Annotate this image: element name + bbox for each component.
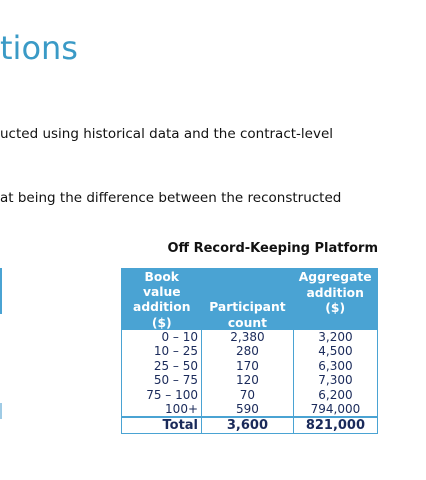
header-aggregate-addition-line-2: addition <box>306 285 364 300</box>
row-amount: 3,200 <box>318 330 353 344</box>
data-table: Book value addition ($) Participant coun… <box>121 268 378 435</box>
row-amount: 794,000 <box>293 402 378 418</box>
body-paragraph-2: at being the difference between the reco… <box>0 190 342 206</box>
row-amount: 7,300 <box>318 373 353 388</box>
header-participant-count: Participant count <box>201 268 294 330</box>
header-participant-count-line-2: count <box>227 315 267 330</box>
row-amount: 4,500 <box>318 344 353 359</box>
adjacent-table-edge-top <box>0 268 2 314</box>
table-row: 50 – 75 120 7,300 <box>121 373 378 388</box>
table-row: 75 – 100 70 6,200 <box>121 387 378 403</box>
table-body: 0 – 10 2,380 3,200 10 – 25 280 4,500 25 … <box>121 330 378 434</box>
total-count: 3,600 <box>201 416 294 434</box>
section-heading: tions <box>0 29 78 67</box>
adjacent-table-edge-bottom <box>0 403 2 419</box>
header-book-value-line-3: ($) <box>151 315 172 330</box>
header-book-value: Book value addition ($) <box>121 268 202 330</box>
table-header: Book value addition ($) Participant coun… <box>121 268 378 330</box>
header-aggregate-addition-line-1: Aggregate <box>298 270 372 284</box>
row-count: 170 <box>201 358 294 374</box>
total-amount: 821,000 <box>293 416 378 434</box>
row-range: 50 – 75 <box>121 373 203 388</box>
row-count: 120 <box>201 373 294 388</box>
table-row: 10 – 25 280 4,500 <box>121 344 378 359</box>
total-row: Total 3,600 821,000 <box>121 416 378 434</box>
header-participant-count-line-1: Participant <box>209 300 286 314</box>
row-amount: 6,300 <box>318 358 353 373</box>
total-label: Total <box>121 416 203 434</box>
row-range: 75 – 100 <box>121 387 203 403</box>
row-count: 590 <box>201 402 294 418</box>
header-book-value-line-2: addition <box>133 300 191 314</box>
row-amount: 6,200 <box>318 387 353 402</box>
table-row: 0 – 10 2,380 3,200 <box>121 330 378 345</box>
body-paragraph-1: ucted using historical data and the cont… <box>0 126 334 142</box>
table-row: 100+ 590 794,000 <box>121 402 378 418</box>
header-book-value-line-1: Book value <box>142 270 181 299</box>
row-count: 2,380 <box>201 330 294 345</box>
row-range: 25 – 50 <box>121 358 203 374</box>
row-range: 100+ <box>121 402 203 418</box>
row-range: 0 – 10 <box>121 330 203 345</box>
header-aggregate-addition-line-3: ($) <box>325 301 346 315</box>
row-count: 70 <box>201 387 294 403</box>
row-count: 280 <box>201 344 294 359</box>
row-range: 10 – 25 <box>121 344 203 359</box>
table-row: 25 – 50 170 6,300 <box>121 358 378 374</box>
table-title: Off Record-Keeping Platform <box>167 241 378 256</box>
header-aggregate-addition: Aggregate addition ($) <box>293 268 378 330</box>
